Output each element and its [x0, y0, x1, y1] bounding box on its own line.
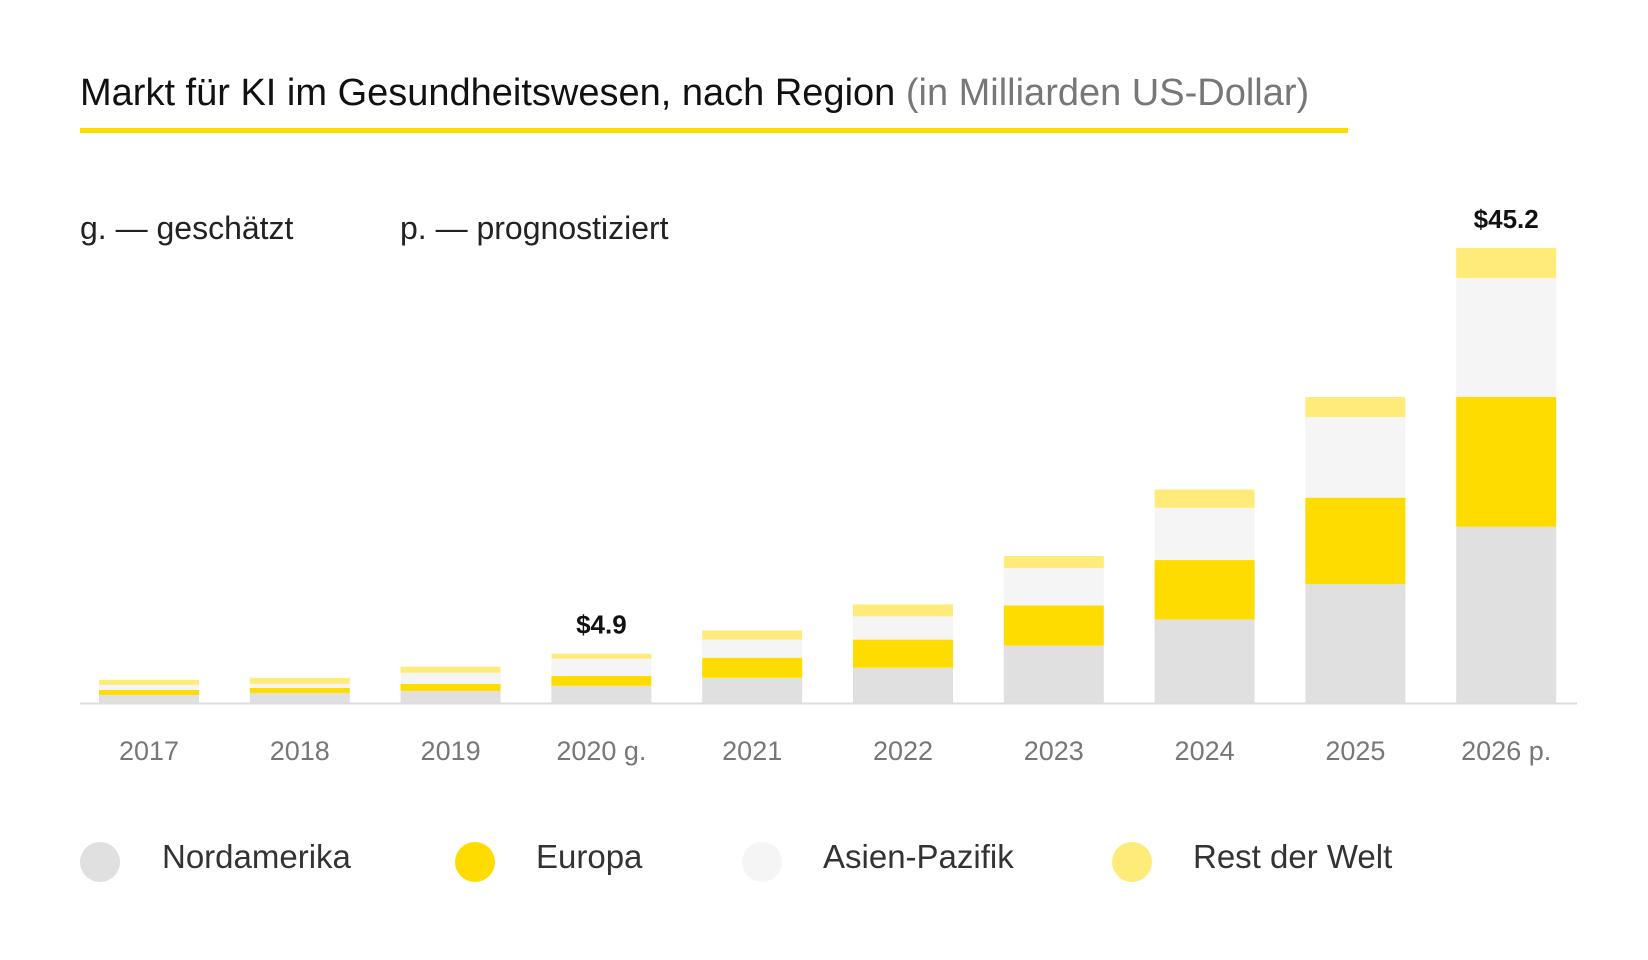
bar-segment-europa-2025	[1305, 497, 1406, 585]
bar-segment-rest-der-welt-2024	[1154, 489, 1255, 508]
bar-segment-europa-2024	[1154, 560, 1255, 620]
bar-segment-nordamerika-2020g	[551, 685, 652, 703]
bar-segment-rest-der-welt-2025	[1305, 396, 1406, 418]
bar-segment-nordamerika-2024	[1154, 619, 1255, 703]
legend-label: Europa	[536, 838, 643, 875]
bar-segment-asien-pazifik-2018	[249, 683, 350, 688]
bar-segment-asien-pazifik-2019	[400, 672, 501, 684]
legend-item-europa: Europa	[455, 838, 642, 882]
legend-item-rest-der-welt: Rest der Welt	[1112, 838, 1392, 882]
bar-segment-europa-2020g	[551, 675, 652, 686]
data-label: $45.2	[1474, 204, 1539, 234]
legend-swatch	[1112, 842, 1152, 882]
bar-segment-rest-der-welt-2019	[400, 666, 501, 673]
bar-segment-rest-der-welt-2023	[1003, 556, 1104, 569]
bar-segment-rest-der-welt-2018	[249, 677, 350, 684]
bar-segment-rest-der-welt-2026p	[1456, 248, 1557, 279]
x-tick-label: 2024	[1175, 736, 1235, 766]
bar-segment-rest-der-welt-2021	[702, 630, 803, 640]
x-tick-label: 2022	[873, 736, 933, 766]
title-underline	[80, 128, 1348, 133]
bar-segment-asien-pazifik-2024	[1154, 507, 1255, 561]
x-tick-label: 2020 g.	[556, 736, 646, 766]
note-key: p.	[400, 210, 427, 246]
bar-segment-nordamerika-2017	[99, 694, 199, 703]
note-forecast: p. — prognostiziert	[400, 210, 669, 247]
bar-segment-rest-der-welt-2020g	[551, 653, 652, 659]
note-text: — geschätzt	[115, 210, 294, 246]
x-tick-label: 2017	[119, 736, 179, 766]
bar-segment-nordamerika-2021	[702, 677, 803, 703]
bar-segment-asien-pazifik-2020g	[551, 658, 652, 676]
legend-item-nordamerika: Nordamerika	[80, 838, 351, 882]
bar-segment-europa-2017	[99, 689, 199, 695]
x-tick-label: 2019	[421, 736, 481, 766]
legend-label: Asien-Pazifik	[823, 838, 1014, 875]
chart-title: Markt für KI im Gesundheitswesen, nach R…	[80, 72, 1309, 115]
note-text: — prognostiziert	[435, 210, 669, 246]
bar-segment-nordamerika-2018	[249, 692, 350, 703]
title-main: Markt für KI im Gesundheitswesen, nach R…	[80, 72, 896, 114]
legend-label: Rest der Welt	[1193, 838, 1393, 875]
bar-segment-europa-2021	[702, 657, 803, 678]
x-tick-label: 2021	[722, 736, 782, 766]
bar-segment-nordamerika-2026p	[1456, 526, 1557, 703]
bar-segment-asien-pazifik-2025	[1305, 417, 1406, 498]
legend-swatch	[455, 842, 495, 882]
bar-segment-europa-2019	[400, 683, 501, 691]
bar-segment-asien-pazifik-2026p	[1456, 278, 1557, 397]
legend-swatch	[80, 842, 120, 882]
bar-segment-nordamerika-2019	[400, 690, 501, 703]
x-tick-label: 2026 p.	[1461, 736, 1551, 766]
title-sub: (in Milliarden US-Dollar)	[905, 72, 1310, 114]
x-tick-label: 2023	[1024, 736, 1084, 766]
data-label: $4.9	[576, 610, 627, 640]
bar-segment-rest-der-welt-2022	[853, 604, 953, 617]
bar-segment-nordamerika-2023	[1003, 645, 1104, 703]
bar-segment-nordamerika-2025	[1305, 584, 1406, 703]
bar-segment-nordamerika-2022	[853, 667, 953, 703]
bar-segment-europa-2018	[249, 687, 350, 693]
note-key: g.	[80, 210, 107, 246]
note-estimated: g. — geschätzt	[80, 210, 293, 247]
x-tick-label: 2018	[270, 736, 330, 766]
legend-swatch	[742, 842, 782, 882]
x-tick-label: 2025	[1325, 736, 1385, 766]
legend-label: Nordamerika	[162, 838, 351, 875]
bar-segment-asien-pazifik-2023	[1003, 568, 1104, 606]
bar-segment-asien-pazifik-2022	[853, 616, 953, 640]
bar-segment-europa-2026p	[1456, 396, 1557, 527]
bar-segment-asien-pazifik-2017	[99, 684, 199, 690]
bar-segment-asien-pazifik-2021	[702, 639, 803, 658]
legend-item-asien-pazifik: Asien-Pazifik	[742, 838, 1014, 882]
bar-segment-rest-der-welt-2017	[99, 679, 199, 685]
bar-segment-europa-2022	[853, 639, 953, 668]
bar-segment-europa-2023	[1003, 605, 1104, 646]
